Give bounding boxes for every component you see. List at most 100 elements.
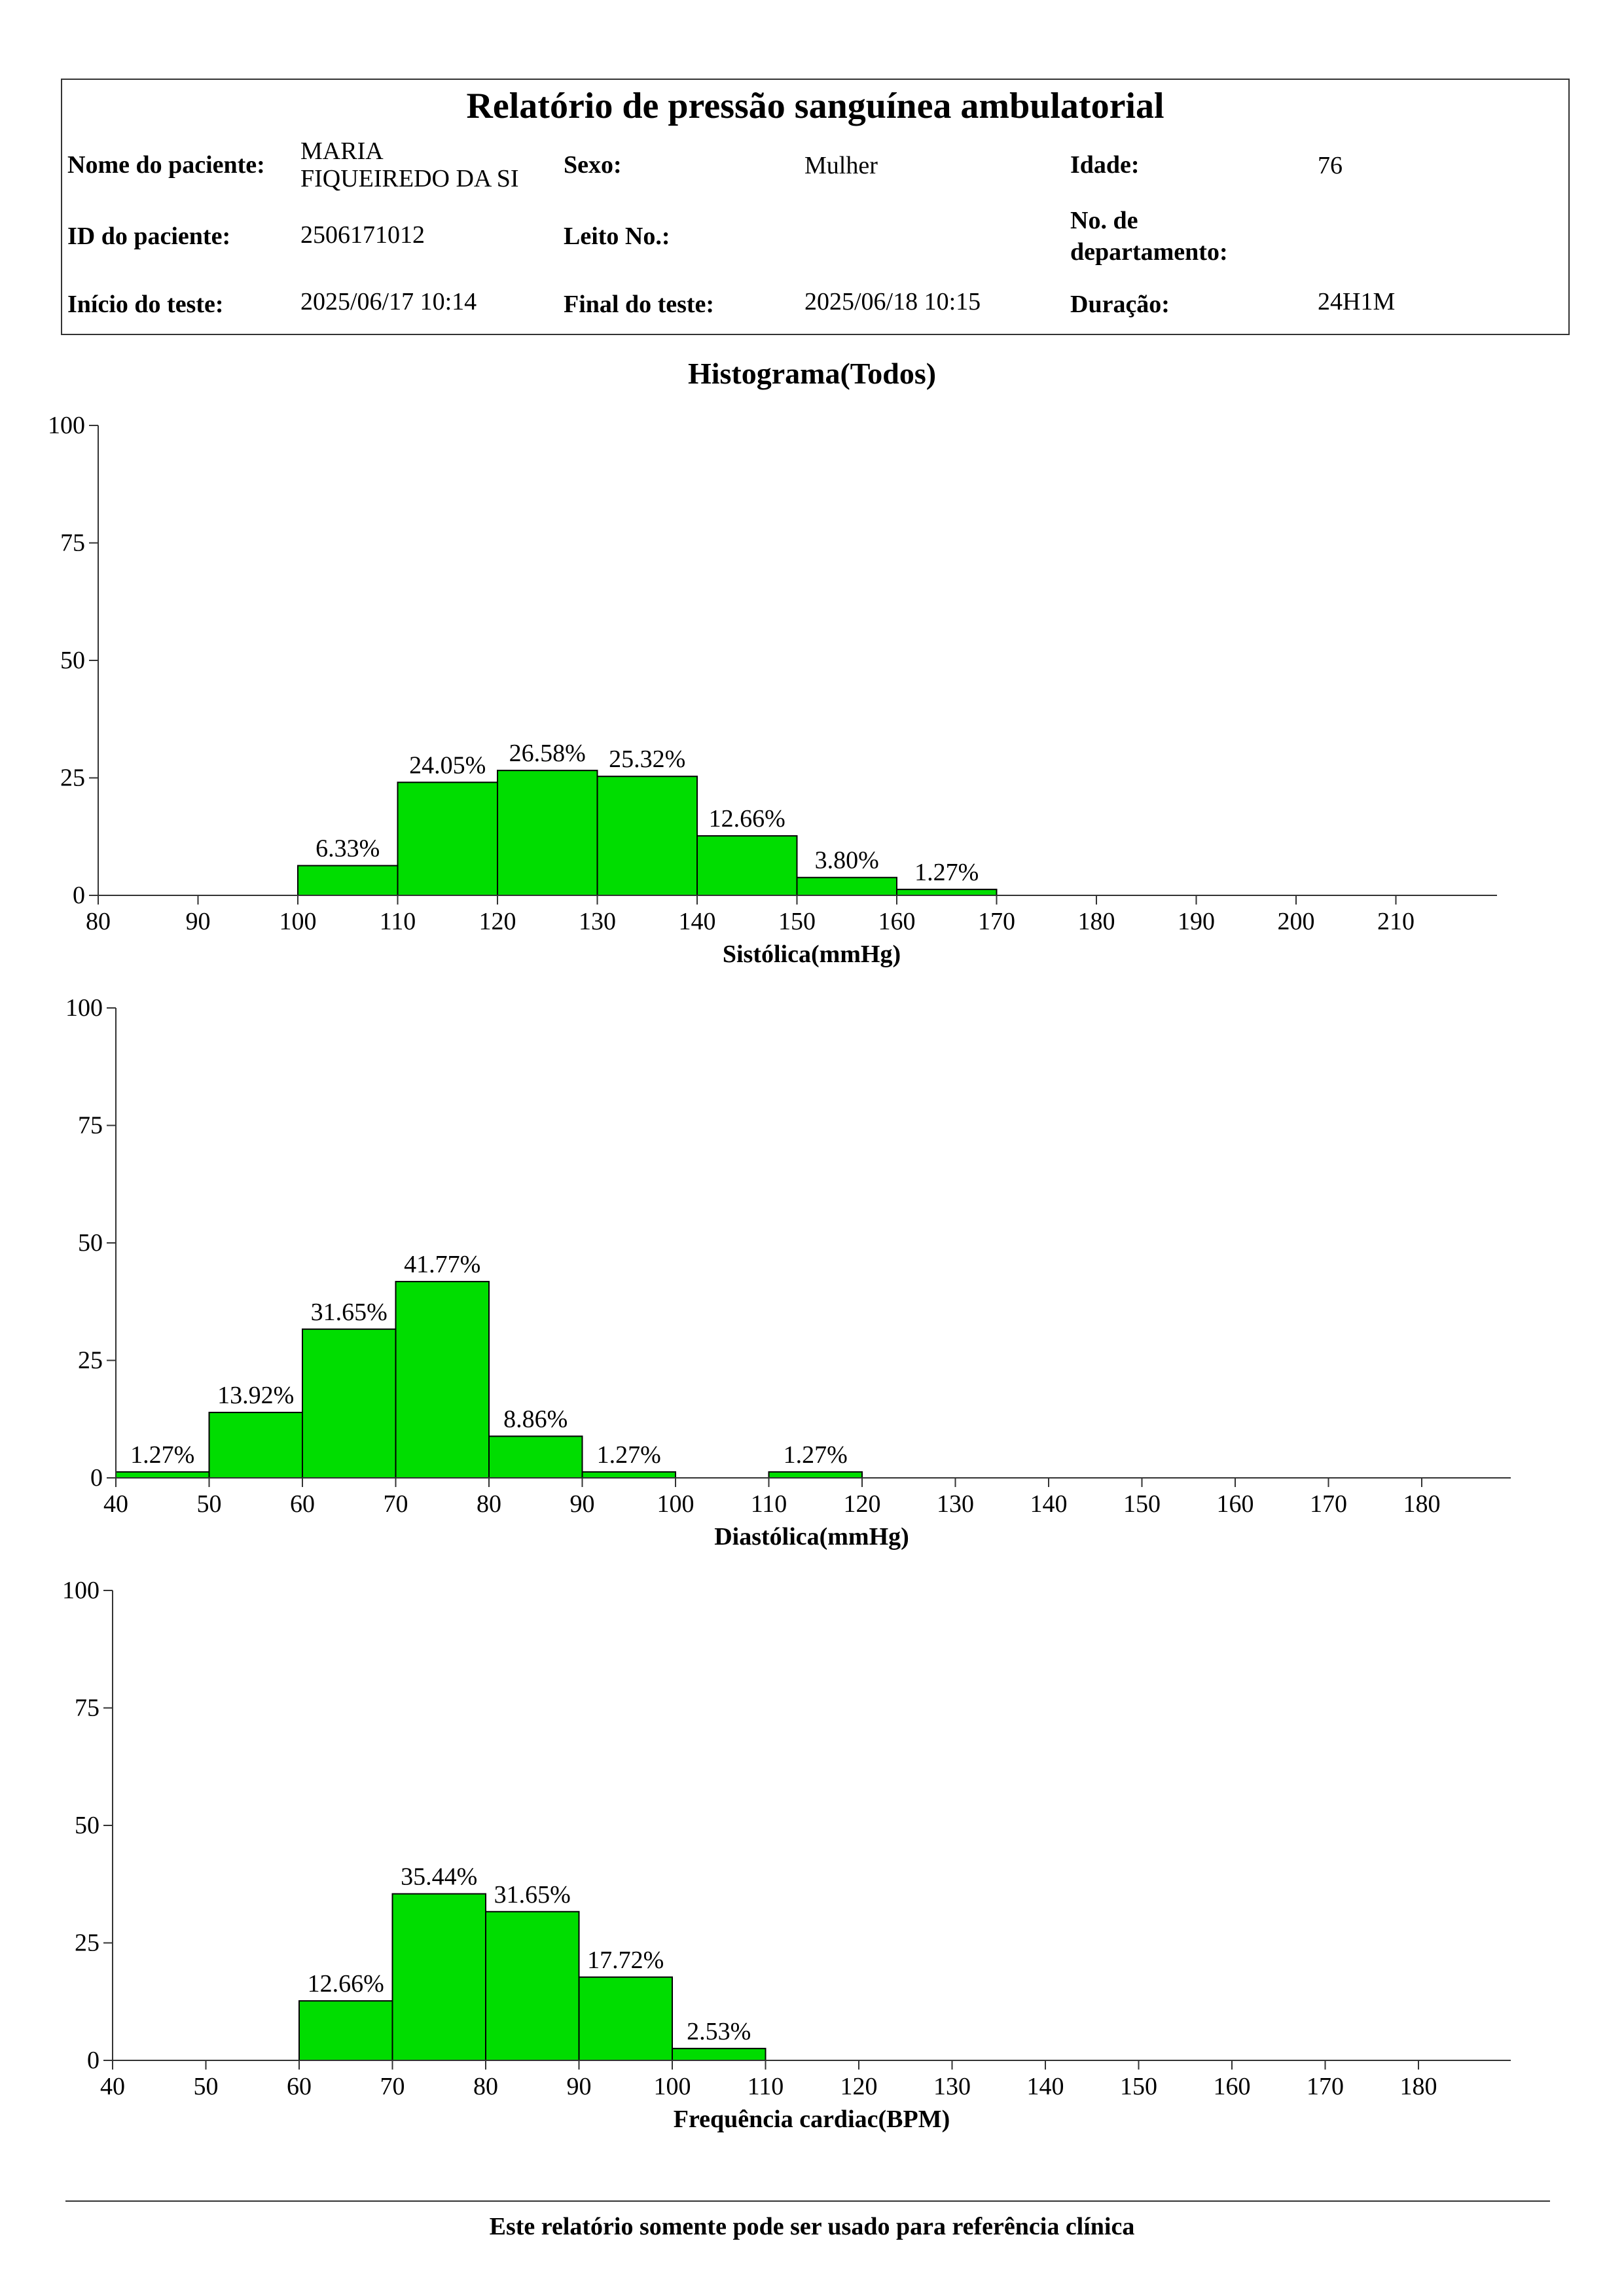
data-label: 3.80% bbox=[815, 847, 879, 874]
bar-heart-rate-1 bbox=[391, 1893, 486, 2061]
x-tick-label: 210 bbox=[1377, 908, 1415, 935]
x-tick-label: 170 bbox=[1310, 1490, 1347, 1518]
x-tick-label: 120 bbox=[840, 2073, 878, 2100]
histogram-title: Histograma(Todos) bbox=[687, 357, 937, 390]
bed-label: Leito No.: bbox=[564, 223, 670, 250]
x-tick-label: 50 bbox=[194, 2073, 219, 2100]
bar-heart-rate-4 bbox=[672, 2047, 767, 2061]
y-tick-label: 75 bbox=[75, 1695, 99, 1722]
x-tick-label: 170 bbox=[1307, 2073, 1344, 2100]
x-tick-label: 40 bbox=[103, 1490, 128, 1518]
data-label: 24.05% bbox=[409, 751, 486, 779]
bar-systolic-2 bbox=[497, 770, 598, 896]
x-tick-label: 140 bbox=[679, 908, 716, 935]
bar-diastolic-2 bbox=[302, 1328, 397, 1479]
x-tick-label: 180 bbox=[1400, 2073, 1437, 2100]
x-tick-label: 80 bbox=[86, 908, 111, 935]
bar-heart-rate-2 bbox=[485, 1910, 580, 2061]
patient-name-line2: FIQUEIREDO DA SI bbox=[300, 165, 519, 192]
x-tick-label: 80 bbox=[477, 1490, 501, 1518]
data-label: 41.77% bbox=[404, 1251, 480, 1278]
end-label: Final do teste: bbox=[564, 291, 715, 318]
x-tick-label: 180 bbox=[1078, 908, 1115, 935]
bar-heart-rate-3 bbox=[578, 1976, 673, 2061]
bar-systolic-4 bbox=[696, 835, 798, 896]
y-tick-label: 50 bbox=[60, 647, 85, 674]
x-tick-label: 70 bbox=[384, 1490, 408, 1518]
x-tick-label: 180 bbox=[1403, 1490, 1441, 1518]
age-label: Idade: bbox=[1070, 151, 1140, 179]
sex-value: Mulher bbox=[804, 152, 878, 179]
data-label: 17.72% bbox=[587, 1946, 664, 1974]
x-tick-label: 140 bbox=[1027, 2073, 1064, 2100]
patient-name-line1: MARIA bbox=[300, 137, 384, 165]
x-tick-label: 120 bbox=[844, 1490, 881, 1518]
y-tick-label: 50 bbox=[75, 1812, 99, 1839]
footer-divider bbox=[65, 2200, 1550, 2202]
data-label: 1.27% bbox=[784, 1441, 848, 1469]
patient-id-value: 2506171012 bbox=[300, 221, 425, 249]
x-tick-label: 200 bbox=[1278, 908, 1315, 935]
data-label: 1.27% bbox=[597, 1441, 661, 1469]
bar-systolic-1 bbox=[397, 781, 498, 896]
y-tick-label: 100 bbox=[62, 1577, 99, 1604]
x-tick-label: 60 bbox=[290, 1490, 315, 1518]
y-tick-label: 100 bbox=[48, 412, 85, 439]
x-tick-label: 40 bbox=[100, 2073, 125, 2100]
bar-systolic-0 bbox=[297, 865, 399, 896]
x-tick-label: 100 bbox=[654, 2073, 691, 2100]
x-tick-label: 110 bbox=[380, 908, 416, 935]
x-tick-label: 110 bbox=[751, 1490, 787, 1518]
report-title: Relatório de pressão sanguínea ambulator… bbox=[466, 86, 1164, 126]
bar-diastolic-3 bbox=[395, 1281, 490, 1479]
x-tick-label: 100 bbox=[657, 1490, 695, 1518]
y-tick-label: 0 bbox=[73, 882, 85, 909]
data-label: 31.65% bbox=[311, 1299, 388, 1326]
patient-name-label: Nome do paciente: bbox=[67, 151, 265, 179]
y-tick-label: 75 bbox=[78, 1112, 103, 1139]
data-label: 8.86% bbox=[503, 1405, 568, 1433]
x-tick-label: 160 bbox=[1214, 2073, 1251, 2100]
sex-label: Sexo: bbox=[564, 151, 622, 179]
start-value: 2025/06/17 10:14 bbox=[300, 288, 477, 315]
diastolic-histogram: 1.27% 13.92% 31.65% 41.77% 8.86% 1.27% 1.27% 0 2… bbox=[65, 994, 1511, 1551]
x-tick-label: 160 bbox=[878, 908, 916, 935]
x-tick-label: 190 bbox=[1178, 908, 1215, 935]
bar-diastolic-6 bbox=[768, 1471, 863, 1479]
footer-disclaimer: Este relatório somente pode ser usado pa… bbox=[489, 2213, 1135, 2240]
x-axis-title: Sistólica(mmHg) bbox=[723, 941, 901, 968]
x-tick-label: 130 bbox=[933, 2073, 971, 2100]
y-tick-label: 75 bbox=[60, 529, 85, 557]
x-tick-label: 90 bbox=[186, 908, 211, 935]
bar-diastolic-4 bbox=[488, 1435, 583, 1479]
data-label: 6.33% bbox=[316, 835, 380, 863]
end-value: 2025/06/18 10:15 bbox=[804, 288, 981, 315]
x-tick-label: 170 bbox=[978, 908, 1015, 935]
x-tick-label: 130 bbox=[579, 908, 616, 935]
x-tick-label: 120 bbox=[479, 908, 516, 935]
x-tick-label: 70 bbox=[380, 2073, 405, 2100]
age-value: 76 bbox=[1318, 152, 1343, 179]
x-axis-title: Diastólica(mmHg) bbox=[714, 1523, 909, 1551]
x-tick-label: 130 bbox=[937, 1490, 974, 1518]
x-axis-title: Frequência cardiac(BPM) bbox=[674, 2106, 950, 2133]
bar-diastolic-0 bbox=[115, 1471, 210, 1479]
bar-heart-rate-0 bbox=[298, 2000, 393, 2061]
data-label: 26.58% bbox=[509, 740, 586, 767]
department-label-line2: departamento: bbox=[1070, 238, 1228, 266]
duration-label: Duração: bbox=[1070, 291, 1170, 318]
x-tick-label: 150 bbox=[1123, 1490, 1161, 1518]
data-label: 1.27% bbox=[130, 1441, 194, 1469]
x-tick-label: 150 bbox=[1120, 2073, 1157, 2100]
bar-systolic-3 bbox=[596, 776, 698, 896]
x-tick-label: 140 bbox=[1030, 1490, 1068, 1518]
data-label: 12.66% bbox=[308, 1970, 384, 1998]
data-label: 35.44% bbox=[401, 1863, 477, 1891]
bar-systolic-6 bbox=[896, 888, 998, 897]
x-tick-label: 90 bbox=[570, 1490, 595, 1518]
x-tick-label: 150 bbox=[778, 908, 816, 935]
x-tick-label: 110 bbox=[748, 2073, 784, 2100]
duration-value: 24H1M bbox=[1318, 288, 1396, 315]
report-header: Relatório de pressão sanguínea ambulator… bbox=[61, 79, 1570, 335]
x-tick-label: 60 bbox=[287, 2073, 312, 2100]
